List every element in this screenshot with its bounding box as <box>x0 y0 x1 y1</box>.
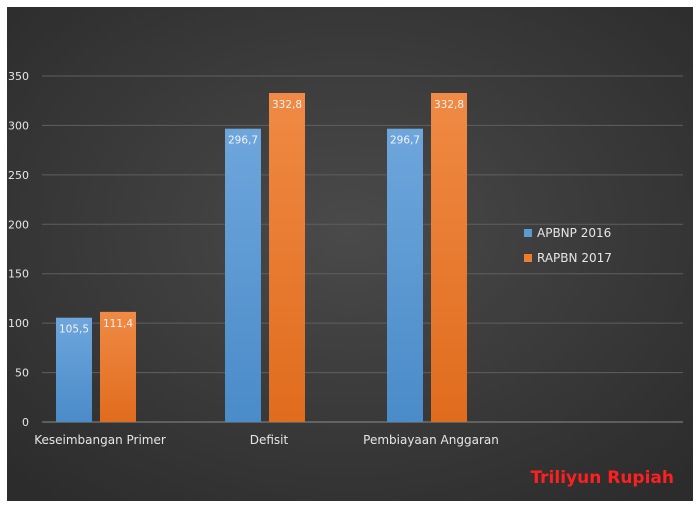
bar-chart: 0 50 100 150 200 250 300 350 105,5 296,7 296,7 111… <box>7 7 693 501</box>
legend-swatch <box>524 229 532 237</box>
bar <box>100 311 136 422</box>
legend-swatch <box>524 254 532 262</box>
data-label: 296,7 <box>390 135 420 147</box>
bar <box>56 317 92 422</box>
data-labels: 105,5 296,7 296,7 111,4 332,8 332,8 <box>59 99 464 336</box>
data-label: 105,5 <box>59 324 89 336</box>
bar <box>269 93 305 423</box>
legend-label: APBNP 2016 <box>537 226 611 240</box>
data-label: 111,4 <box>103 318 133 330</box>
bar <box>225 128 261 422</box>
unit-note: Triliyun Rupiah <box>530 468 674 488</box>
data-label: 332,8 <box>434 99 464 111</box>
y-axis-ticks: 0 50 100 150 200 250 300 350 <box>8 70 29 429</box>
y-tick-label: 100 <box>8 317 29 330</box>
y-tick-label: 150 <box>8 268 29 281</box>
gridlines <box>42 75 683 423</box>
bars <box>56 93 467 423</box>
y-tick-label: 200 <box>8 218 29 231</box>
legend-label: RAPBN 2017 <box>537 251 612 265</box>
data-label: 332,8 <box>272 99 302 111</box>
x-tick-label: Defisit <box>250 433 289 447</box>
y-tick-label: 300 <box>8 119 29 132</box>
bar <box>431 93 467 423</box>
legend: APBNP 2016 RAPBN 2017 <box>524 226 612 265</box>
data-label: 296,7 <box>228 135 258 147</box>
chart-panel: 0 50 100 150 200 250 300 350 105,5 296,7 296,7 111… <box>7 7 693 501</box>
y-tick-label: 250 <box>8 169 29 182</box>
bar <box>387 128 423 422</box>
x-axis-ticks: Keseimbangan Primer Defisit Pembiayaan Ang… <box>34 433 499 447</box>
y-tick-label: 0 <box>22 416 29 429</box>
x-tick-label: Keseimbangan Primer <box>34 433 166 447</box>
y-tick-label: 350 <box>8 70 29 83</box>
y-tick-label: 50 <box>15 367 29 380</box>
x-tick-label: Pembiayaan Anggaran <box>363 433 499 447</box>
